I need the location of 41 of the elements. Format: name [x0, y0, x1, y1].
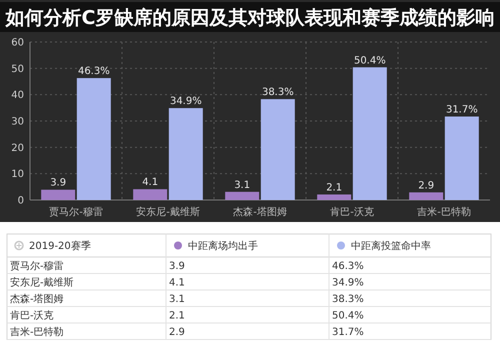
text: 2.1: [169, 310, 185, 322]
text: 3.1: [169, 294, 185, 305]
data-label: 34.9%: [170, 96, 202, 108]
text: 2.9: [169, 326, 185, 338]
text: 31.7%: [332, 326, 364, 338]
data-label: 3.9: [50, 178, 66, 189]
category-label: 吉米-巴特勒: [10, 326, 64, 338]
text: 34.9%: [332, 277, 364, 288]
y-tick-label: 10: [11, 169, 24, 180]
y-tick-label: 20: [11, 142, 24, 154]
chart-title: 如何分析C罗缺席的原因及其对球队表现和赛季成绩的影响: [4, 7, 494, 29]
x-tick-label: 贾马尔-穆雷: [49, 206, 103, 218]
data-label: 2.1: [326, 182, 342, 194]
legend-title: 2019-20赛季: [29, 240, 91, 252]
category-label: 杰森-塔图姆: [10, 294, 64, 305]
text: 50.4%: [332, 310, 364, 322]
legend-label: 中距离投篮命中率: [351, 240, 431, 252]
y-tick-label: 60: [11, 38, 24, 48]
y-tick-label: 0: [18, 196, 24, 206]
text: 3.9: [169, 260, 185, 272]
data-label: 31.7%: [446, 104, 478, 116]
x-tick-label: 安东尼-戴维斯: [136, 206, 200, 218]
text: 46.3%: [332, 260, 364, 272]
text: 38.3%: [332, 294, 364, 305]
data-label: 38.3%: [262, 87, 294, 98]
data-label: 3.1: [234, 180, 250, 191]
x-tick-label: 吉米-巴特勒: [417, 206, 471, 218]
y-tick-label: 40: [11, 90, 24, 102]
y-tick-label: 50: [11, 64, 24, 75]
category-label: 安东尼-戴维斯: [10, 277, 74, 288]
x-tick-label: 肯巴-沃克: [330, 206, 374, 218]
data-label: 46.3%: [78, 66, 110, 78]
data-label: 2.9: [418, 180, 434, 192]
category-label: 贾马尔-穆雷: [10, 260, 64, 272]
text: 4.1: [169, 277, 185, 288]
y-tick-label: 30: [11, 116, 24, 128]
legend-label: 中距离场均出手: [188, 240, 258, 252]
data-label: 4.1: [142, 177, 158, 188]
data-label: 50.4%: [354, 55, 386, 66]
category-label: 肯巴-沃克: [10, 310, 54, 322]
x-tick-label: 杰森-塔图姆: [233, 206, 287, 218]
